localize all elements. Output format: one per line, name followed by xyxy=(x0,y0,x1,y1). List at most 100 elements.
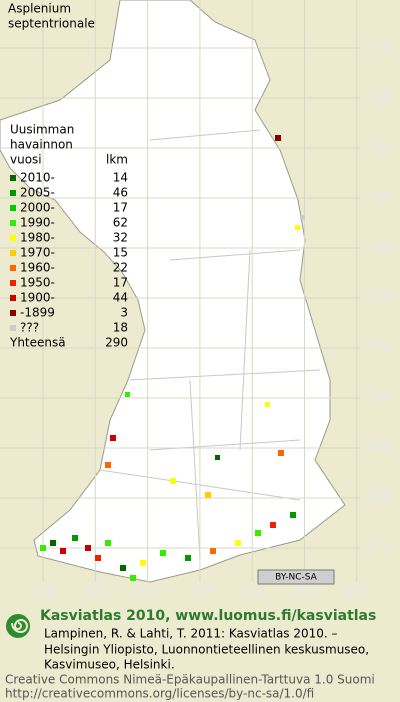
legend-label: 1990- xyxy=(20,216,55,230)
occurrence xyxy=(110,435,116,441)
legend-marker xyxy=(10,265,16,271)
grid-label: 750 xyxy=(368,141,393,156)
legend-label: 1960- xyxy=(20,261,55,275)
legend-count: 22 xyxy=(113,261,128,275)
occurrence xyxy=(278,450,284,456)
legend-marker xyxy=(10,280,16,286)
occurrence xyxy=(125,392,130,397)
grid-label: 720 xyxy=(368,291,393,306)
grid-label: 330 xyxy=(135,585,160,600)
legend-count: 44 xyxy=(113,291,128,305)
citation: Kasvimuseo, Helsinki. xyxy=(44,658,175,672)
occurrence xyxy=(170,478,176,484)
occurrence xyxy=(60,548,66,554)
legend-count: 3 xyxy=(120,306,128,320)
legend-count: 18 xyxy=(113,321,128,335)
grid-label: 310 xyxy=(31,585,56,600)
occurrence xyxy=(40,545,46,551)
occurrence xyxy=(140,560,146,566)
grid-label: 730 xyxy=(368,241,393,256)
legend-label: 1950- xyxy=(20,276,55,290)
occurrence xyxy=(160,550,166,556)
legend-marker xyxy=(10,295,16,301)
occurrence xyxy=(120,565,126,571)
legend-count: 62 xyxy=(113,216,128,230)
grid-label: 680 xyxy=(368,491,393,506)
legend-label: 1900- xyxy=(20,291,55,305)
occurrence xyxy=(295,225,300,230)
legend-heading: havainnon xyxy=(10,138,73,152)
legend-marker xyxy=(10,250,16,256)
grid-label: 710 xyxy=(368,341,393,356)
region-borders xyxy=(99,129,321,561)
species-name: septentrionale xyxy=(8,17,95,31)
occurrence xyxy=(270,522,276,528)
legend-marker xyxy=(10,190,16,196)
occurrence xyxy=(85,545,91,551)
legend-total-label: Yhteensä xyxy=(9,336,66,350)
license-text: Creative Commons Nimeä-Epäkaupallinen-Ta… xyxy=(5,673,375,687)
grid-label: 360 xyxy=(292,585,317,600)
occurrence xyxy=(235,540,241,546)
legend-label: ??? xyxy=(20,321,39,335)
legend-label: 1980- xyxy=(20,231,55,245)
occurrence xyxy=(50,540,56,546)
logo xyxy=(6,614,30,638)
grid-label: 690 xyxy=(368,441,393,456)
grid-label: 760 xyxy=(368,91,393,106)
grid-label: 700 xyxy=(368,391,393,406)
legend: 2010- 14 2005- 46 2000- 17 1990- 62 1980- 32 1970-… xyxy=(10,171,128,335)
legend-label: -1899 xyxy=(20,306,55,320)
occurrence xyxy=(300,215,305,220)
license-badge: BY-NC-SA xyxy=(275,573,318,583)
occurrence xyxy=(275,135,281,141)
legend-count: 17 xyxy=(113,276,128,290)
occurrence xyxy=(205,492,211,498)
grid-label: 670 xyxy=(368,541,393,556)
legend-label: 2010- xyxy=(20,171,55,185)
legend-count: 17 xyxy=(113,201,128,215)
grid-label: 370 xyxy=(344,585,369,600)
legend-count-heading: lkm xyxy=(106,153,128,167)
occurrence xyxy=(105,540,111,546)
occurrence xyxy=(105,462,111,468)
grid-label: 340 xyxy=(187,585,212,600)
legend-marker xyxy=(10,235,16,241)
legend-label: 2000- xyxy=(20,201,55,215)
site-title: Kasviatlas 2010, www.luomus.fi/kasviatla… xyxy=(40,608,376,624)
legend-marker xyxy=(10,205,16,211)
occurrence xyxy=(265,402,270,407)
license-badge-box xyxy=(257,569,335,585)
legend-marker xyxy=(10,220,16,226)
legend-label: 1970- xyxy=(20,246,55,260)
legend-count: 32 xyxy=(113,231,128,245)
grid-label: 320 xyxy=(83,585,108,600)
legend-count: 15 xyxy=(113,246,128,260)
occurrence xyxy=(130,575,136,581)
grid-label: 740 xyxy=(368,191,393,206)
legend-total: 290 xyxy=(105,336,128,350)
occurrence-squares xyxy=(40,135,305,581)
grid-label: 770 xyxy=(368,41,393,56)
legend-marker xyxy=(10,175,16,181)
legend-marker xyxy=(10,310,16,316)
legend-heading: Uusimman xyxy=(10,123,74,137)
legend-count: 14 xyxy=(113,171,128,185)
citation: Lampinen, R. & Lahti, T. 2011: Kasviatla… xyxy=(44,627,338,641)
occurrence xyxy=(290,512,296,518)
finland-outline xyxy=(0,0,346,583)
legend-marker xyxy=(10,325,16,331)
occurrence xyxy=(215,455,220,460)
legend-heading: vuosi xyxy=(10,153,42,167)
occurrence xyxy=(72,535,78,541)
occurrence xyxy=(255,530,261,536)
species-name: Asplenium xyxy=(8,2,71,16)
grid: 770 760 750 740 730 720 710 700 690 680 670 310 320 3… xyxy=(0,0,393,600)
occurrence xyxy=(185,555,191,561)
grid-label: 350 xyxy=(240,585,265,600)
license-url: http://creativecommons.org/licenses/by-n… xyxy=(5,687,314,701)
legend-label: 2005- xyxy=(20,186,55,200)
occurrence xyxy=(95,555,101,561)
